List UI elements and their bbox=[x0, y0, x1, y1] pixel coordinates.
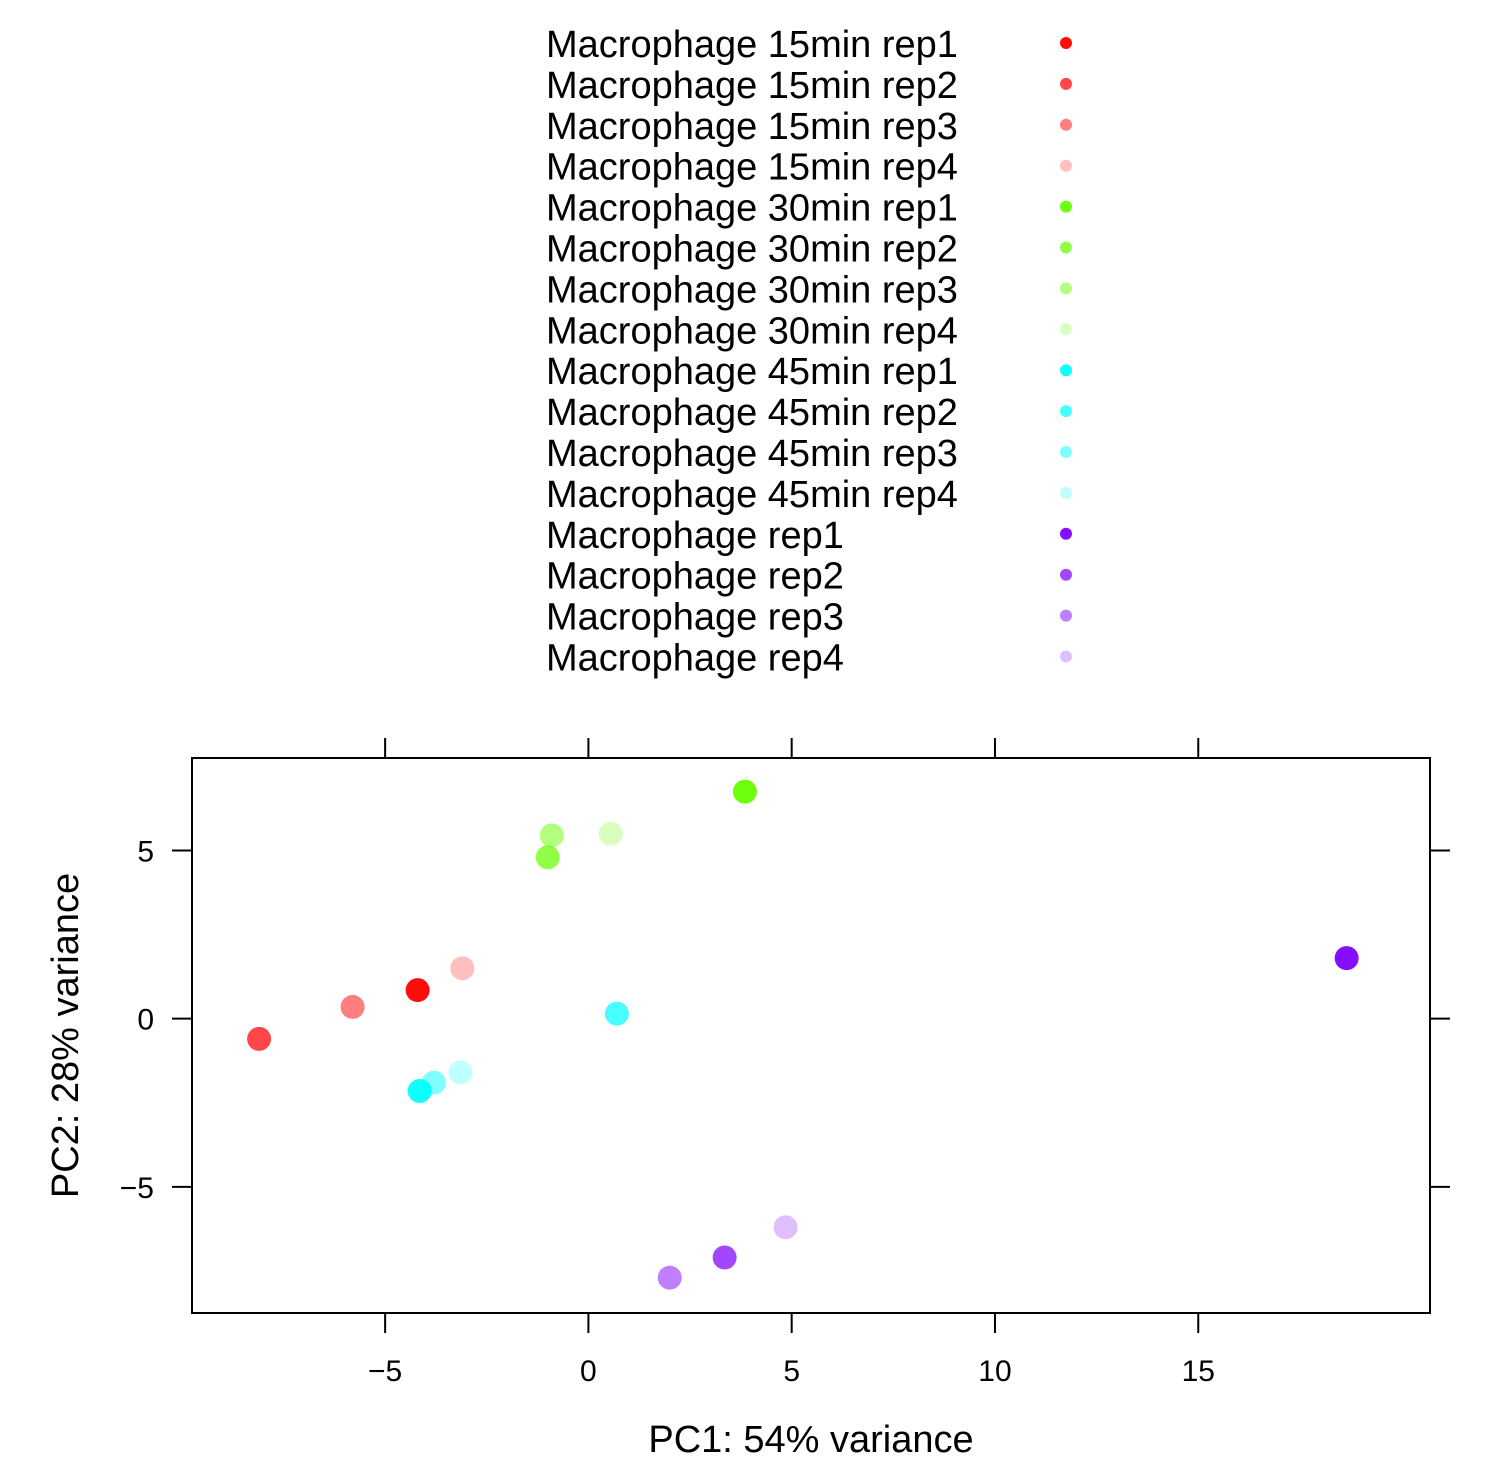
legend-label: Macrophage rep1 bbox=[546, 515, 844, 557]
x-tick-label: 15 bbox=[1182, 1355, 1215, 1388]
data-point bbox=[732, 779, 757, 804]
legend-label: Macrophage 45min rep3 bbox=[546, 433, 958, 475]
legend-label: Macrophage 45min rep4 bbox=[546, 474, 958, 516]
legend-marker bbox=[1060, 446, 1072, 458]
plot-frame bbox=[191, 757, 1431, 1314]
legend-label: Macrophage 15min rep1 bbox=[546, 24, 958, 66]
y-axis-title: PC2: 28% variance bbox=[45, 873, 87, 1198]
data-point bbox=[539, 823, 564, 848]
x-tick-label: 10 bbox=[978, 1355, 1011, 1388]
data-point bbox=[773, 1215, 798, 1240]
y-tick-label: 5 bbox=[137, 836, 154, 869]
axis-ticks: −5 0 5 10 15 −5 0 5 bbox=[120, 738, 1450, 1388]
x-axis-title: PC1: 54% variance bbox=[648, 1419, 973, 1461]
x-tick-label: 5 bbox=[783, 1355, 800, 1388]
data-point bbox=[604, 1001, 629, 1026]
legend-marker bbox=[1060, 118, 1072, 131]
legend-marker bbox=[1060, 486, 1072, 499]
data-points bbox=[247, 779, 1359, 1290]
legend-marker bbox=[1060, 323, 1072, 336]
data-point bbox=[598, 821, 623, 846]
x-tick-label: −5 bbox=[368, 1355, 402, 1388]
data-point bbox=[712, 1245, 737, 1270]
data-point bbox=[340, 994, 365, 1019]
legend-label: Macrophage 30min rep4 bbox=[546, 310, 958, 352]
x-tick-label: 0 bbox=[580, 1355, 597, 1388]
legend-label: Macrophage rep3 bbox=[546, 597, 844, 639]
legend-label: Macrophage 15min rep2 bbox=[546, 65, 958, 107]
legend-label: Macrophage rep4 bbox=[546, 638, 844, 680]
legend-label: Macrophage 45min rep1 bbox=[546, 351, 958, 393]
y-tick-label: −5 bbox=[120, 1172, 154, 1205]
legend-label: Macrophage 15min rep3 bbox=[546, 106, 958, 148]
legend-marker bbox=[1060, 282, 1072, 295]
legend-marker bbox=[1060, 77, 1072, 90]
data-point bbox=[657, 1265, 682, 1290]
legend-marker bbox=[1060, 37, 1072, 49]
legend-marker bbox=[1060, 405, 1072, 418]
legend-label: Macrophage 45min rep2 bbox=[546, 392, 958, 434]
legend-marker bbox=[1060, 527, 1072, 540]
legend-marker bbox=[1060, 159, 1072, 172]
legend-marker bbox=[1060, 241, 1072, 254]
legend-marker bbox=[1060, 650, 1072, 663]
data-point bbox=[247, 1026, 272, 1051]
legend-marker bbox=[1060, 200, 1072, 213]
data-point bbox=[405, 978, 430, 1003]
legend-marker bbox=[1060, 568, 1072, 581]
data-point bbox=[421, 1070, 446, 1095]
legend-marker bbox=[1060, 609, 1072, 622]
legend-label: Macrophage 15min rep4 bbox=[546, 147, 958, 189]
legend-marker bbox=[1060, 364, 1072, 377]
legend-label: Macrophage 30min rep2 bbox=[546, 229, 958, 271]
data-point bbox=[450, 956, 475, 981]
legend-label: Macrophage 30min rep3 bbox=[546, 269, 958, 311]
data-point bbox=[535, 845, 560, 870]
data-point bbox=[448, 1060, 473, 1085]
data-point bbox=[1334, 946, 1359, 971]
legend-label: Macrophage 30min rep1 bbox=[546, 188, 958, 230]
legend-label: Macrophage rep2 bbox=[546, 556, 844, 598]
y-tick-label: 0 bbox=[137, 1004, 154, 1037]
